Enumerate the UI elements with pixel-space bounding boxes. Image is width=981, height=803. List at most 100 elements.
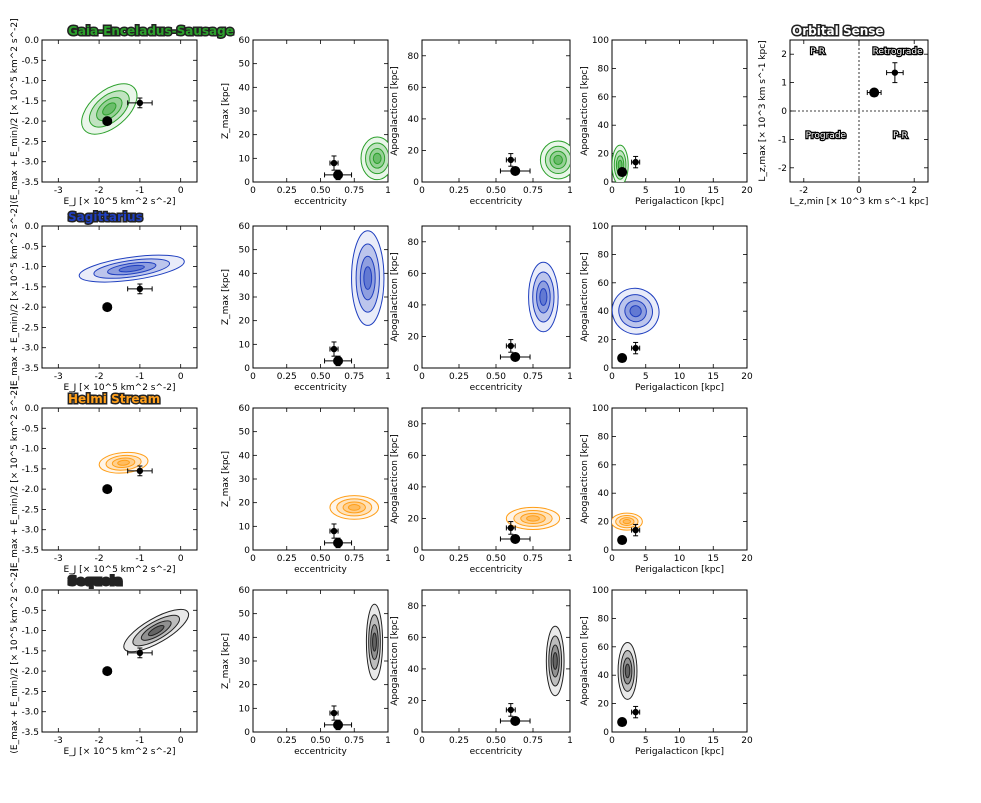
orbital-sense-xlabel: L_z,min [× 10^3 km s^-1 kpc]	[790, 197, 929, 207]
panel-r3-apo_ecc-satellite-0-point	[510, 715, 521, 726]
panel-r2-apo_peri-xticklabel-4: 20	[741, 554, 753, 564]
panel-r0-zmax-contour-level-3	[372, 152, 382, 164]
panel-r3-energy-yticklabel-6: -3.0	[21, 708, 39, 718]
panel-r3-energy-yticklabel-7: -3.5	[21, 728, 39, 738]
row-title-0: Gaia-Enceladus-Sausage	[68, 24, 234, 38]
panel-r3-apo_peri-xticklabel-4: 20	[741, 736, 753, 746]
panel-r2-apo_peri-yticklabel-3: 60	[598, 461, 610, 471]
panel-r3-apo_ecc-ylabel: Apogalacticon [kpc]	[390, 616, 400, 706]
panel-r1-apo_ecc-xticklabel-1: 0.25	[449, 372, 469, 382]
panel-r1-energy-yticklabel-6: -3.0	[21, 344, 39, 354]
panel-r0-energy-satellite-1-point	[136, 99, 144, 107]
panel-r2-apo_ecc: 0 0.25 0.50 0.75 1 0 20 40 60 80 eccentricity Apoga…	[390, 407, 573, 575]
panel-r2-apo_peri-xticklabel-0: 0	[609, 554, 615, 564]
panel-r3-apo_ecc-yticklabel-3: 60	[408, 633, 420, 643]
panel-r2-energy-xticklabel-1: -2	[95, 554, 104, 564]
panel-r3-apo_ecc-xticklabel-3: 0.75	[523, 736, 543, 746]
panel-r3-zmax-yticklabel-2: 20	[239, 681, 251, 691]
panel-r0-zmax-yticklabel-0: 0	[244, 178, 250, 188]
panel-r0-energy-xticklabel-1: -2	[95, 186, 104, 196]
orbital-sense-xticklabel-1: 0	[856, 186, 862, 196]
panel-r1-energy-xticklabel-2: -1	[135, 372, 144, 382]
panel-r1-energy: -3 -2 -1 0 0.0 -0.5 -1.0 -1.5 -2.0 -2.5 -3.0 -3.5 E_…	[10, 204, 198, 393]
panel-r2-apo_ecc-yticklabel-2: 40	[408, 483, 420, 493]
panel-r3-zmax-yticklabel-4: 40	[239, 633, 251, 643]
panel-r1-apo_peri-yticklabel-5: 100	[592, 222, 609, 232]
panel-r1-zmax-contour-level-3	[363, 266, 373, 290]
panel-r2-zmax-frame	[252, 407, 389, 551]
panel-r3-energy-yticklabel-1: -0.5	[21, 606, 39, 616]
panel-r2-apo_peri-ylabel: Apogalacticon [kpc]	[580, 434, 590, 524]
panel-r0-energy-contour-level-3	[102, 102, 117, 116]
panel-r1-apo_peri-xticklabel-3: 15	[708, 372, 719, 382]
panel-r3-zmax-xlabel: eccentricity	[294, 747, 347, 757]
panel-r3-zmax-yticklabel-3: 30	[239, 657, 251, 667]
panel-r2-zmax-ylabel: Z_max [kpc]	[221, 451, 231, 507]
panel-r1-apo_ecc-satellite-1-point	[507, 342, 514, 350]
panel-r2-zmax-xticklabel-2: 0.50	[310, 554, 330, 564]
panel-r1-apo_ecc-contours	[528, 261, 559, 333]
panel-r2-apo_peri-yticklabel-4: 80	[598, 432, 610, 442]
orbital-sense-point-0-point	[869, 87, 880, 98]
panel-r3-apo_ecc-xticklabel-1: 0.25	[449, 736, 469, 746]
panel-r1-energy-yticklabel-2: -1.0	[21, 263, 39, 273]
panel-r1-zmax-xticklabel-3: 0.75	[344, 372, 364, 382]
panel-r2-apo_ecc-yticklabel-3: 60	[408, 451, 420, 461]
panel-r2-apo_peri-yticklabel-2: 40	[598, 489, 610, 499]
panel-r0-zmax-yticklabel-6: 60	[239, 36, 251, 46]
panel-r3-zmax-satellite-1-point	[330, 709, 338, 717]
panel-r1-apo_ecc-yticklabel-0: 0	[413, 364, 419, 374]
orbital-sense-xticklabel-2: 2	[911, 186, 917, 196]
panel-r1-energy-xticklabel-1: -2	[95, 372, 104, 382]
panel-r0-apo_ecc-xticklabel-2: 0.50	[486, 186, 506, 196]
panel-r0-energy-yticklabel-5: -2.5	[21, 137, 39, 147]
panel-r1-energy-xticklabel-3: 0	[178, 372, 184, 382]
panel-r1-energy-contour-level-3	[118, 264, 145, 273]
panel-r3-apo_peri-xticklabel-0: 0	[609, 736, 615, 746]
panel-r3-apo_ecc-satellite-1-point	[507, 706, 514, 714]
panel-r3-apo_ecc-yticklabel-4: 80	[408, 602, 420, 612]
panel-r1-zmax-xticklabel-0: 0	[250, 372, 256, 382]
panel-r2-zmax-yticklabel-2: 20	[239, 499, 251, 509]
panel-r1-apo_peri-xticklabel-0: 0	[609, 372, 615, 382]
panel-r0-zmax-yticklabel-5: 50	[239, 60, 251, 70]
orbital-sense-yticklabel-4: 2	[781, 50, 787, 60]
panel-r3-apo_peri-yticklabel-3: 60	[598, 643, 610, 653]
panel-r1-apo_peri: 0 5 10 15 20 0 20 40 60 80 100 Perigalacticon [kpc]…	[580, 222, 753, 393]
panel-r0-apo_peri-frame	[611, 39, 748, 183]
panel-r2-zmax-satellite-0-point	[333, 537, 344, 548]
panel-r3-energy-xticklabel-1: -2	[95, 736, 104, 746]
panel-r0-apo_ecc-xticklabel-1: 0.25	[449, 186, 469, 196]
panel-r3-apo_ecc-contours	[545, 625, 565, 697]
panel-r2-zmax-yticklabel-1: 10	[239, 522, 251, 532]
panel-r3-energy-yticklabel-5: -2.5	[21, 687, 39, 697]
row-title-1: Sagittarius	[68, 210, 143, 224]
panel-r2-energy-contour-level-3	[117, 459, 130, 466]
panel-r0-zmax-xticklabel-1: 0.25	[277, 186, 297, 196]
panel-r3-energy-satellite-0-point	[102, 666, 113, 677]
panel-r0-zmax-yticklabel-4: 40	[239, 83, 251, 93]
panel-r3-apo_peri-yticklabel-1: 20	[598, 700, 610, 710]
panel-r2-energy-contours	[98, 451, 149, 474]
panel-r1-apo_peri-xticklabel-4: 20	[741, 372, 753, 382]
panel-r0-energy-xlabel: E_J [× 10^5 km^2 s^-2]	[63, 197, 175, 207]
orbital-sense-point-1-point	[891, 69, 899, 76]
panel-r3-apo_ecc-yticklabel-1: 20	[408, 696, 420, 706]
panel-r1-zmax-yticklabel-1: 10	[239, 340, 251, 350]
panel-r0-energy: -3 -2 -1 0 0.0 -0.5 -1.0 -1.5 -2.0 -2.5 -3.0 -3.5 E_…	[10, 18, 235, 207]
panel-r1-apo_ecc-yticklabel-2: 40	[408, 301, 420, 311]
panel-r1-apo_peri-yticklabel-4: 80	[598, 250, 610, 260]
panel-r0-energy-yticklabel-2: -1.0	[21, 77, 39, 87]
panel-r1-energy-xlabel: E_J [× 10^5 km^2 s^-2]	[63, 383, 175, 393]
panel-r1-zmax-yticklabel-4: 40	[239, 269, 251, 279]
row-title-2: Helmi Stream	[68, 392, 160, 406]
panel-r0-energy-yticklabel-4: -2.0	[21, 117, 39, 127]
panel-r3-zmax-xticklabel-3: 0.75	[344, 736, 364, 746]
panel-r2-energy-yticklabel-3: -1.5	[21, 465, 39, 475]
panel-r1-apo_ecc-satellite-0-point	[510, 351, 521, 362]
panel-r0-apo_peri-xlabel: Perigalacticon [kpc]	[635, 197, 724, 207]
panel-r0-apo_ecc-yticklabel-3: 60	[408, 83, 420, 93]
panel-r1-energy-yticklabel-7: -3.5	[21, 364, 39, 374]
panel-r1-energy-yticklabel-3: -1.5	[21, 283, 39, 293]
panel-r0-zmax-contours	[360, 136, 388, 181]
